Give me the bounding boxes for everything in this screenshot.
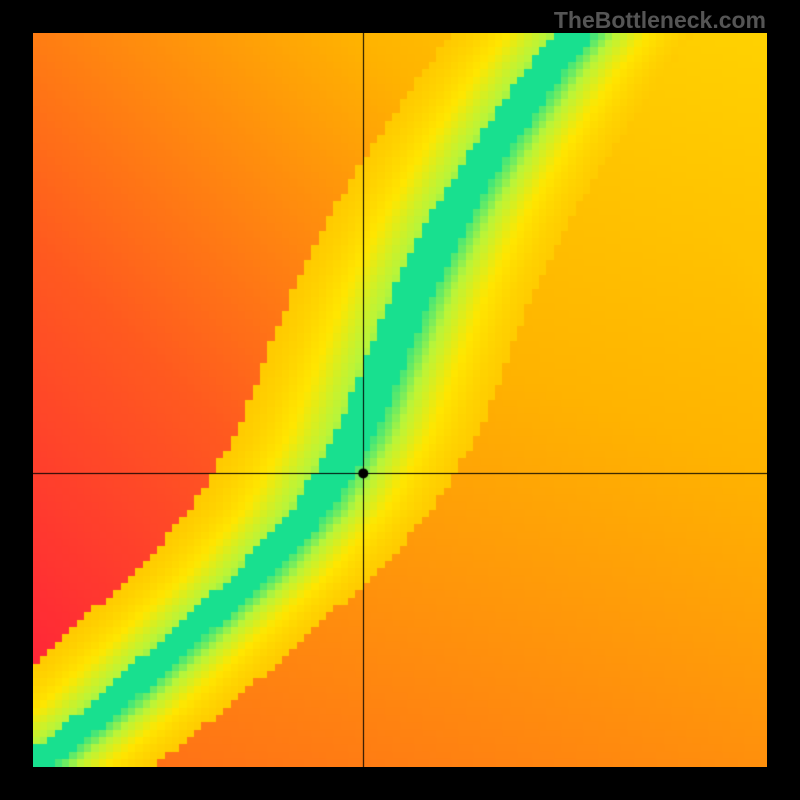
figure-frame: TheBottleneck.com [0, 0, 800, 800]
bottleneck-heatmap [33, 33, 767, 767]
watermark-text: TheBottleneck.com [554, 7, 766, 34]
